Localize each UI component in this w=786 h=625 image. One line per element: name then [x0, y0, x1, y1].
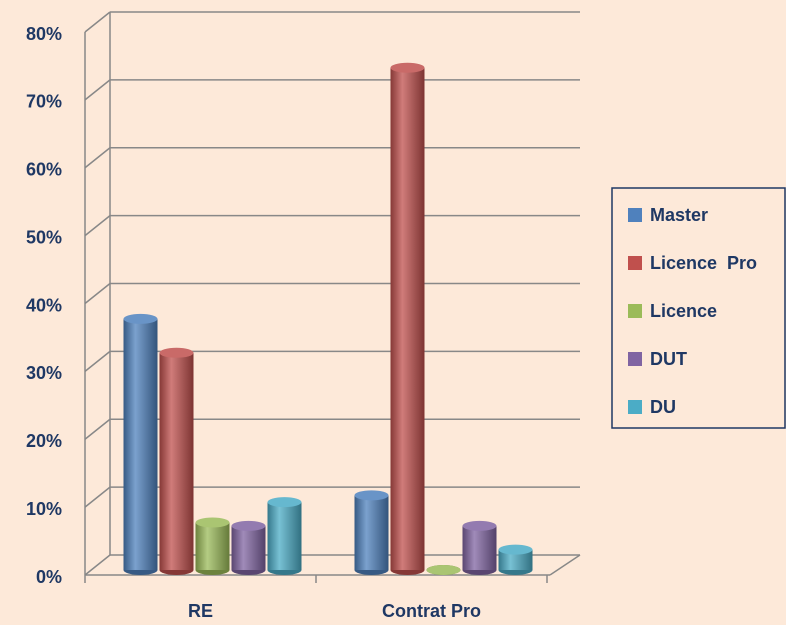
- bar: [354, 495, 389, 570]
- y-tick-label: 70%: [26, 92, 62, 112]
- legend-swatch: [628, 400, 642, 414]
- axis-line: [549, 554, 581, 576]
- legend-label: Licence Pro: [650, 253, 757, 273]
- bar-top: [159, 347, 194, 358]
- bar: [195, 522, 230, 570]
- bar-top: [354, 490, 389, 501]
- grid-line: [84, 215, 111, 237]
- bar: [498, 549, 533, 570]
- legend-label: Master: [650, 205, 708, 225]
- legend-swatch: [628, 352, 642, 366]
- grid-line: [84, 147, 111, 169]
- legend-swatch: [628, 304, 642, 318]
- bar-top: [267, 497, 302, 508]
- bar-top: [123, 313, 158, 324]
- x-tick-label: RE: [188, 601, 213, 621]
- y-tick-label: 60%: [26, 160, 62, 180]
- legend-label: DU: [650, 397, 676, 417]
- bar-top: [231, 520, 266, 531]
- bar-top: [390, 62, 425, 73]
- y-tick-label: 0%: [36, 567, 62, 587]
- y-tick-label: 40%: [26, 295, 62, 315]
- grid-line: [84, 486, 111, 508]
- y-tick-label: 10%: [26, 499, 62, 519]
- bar-top: [462, 520, 497, 531]
- legend-label: DUT: [650, 349, 687, 369]
- grid-line: [84, 282, 111, 305]
- legend-label: Licence: [650, 301, 717, 321]
- bar: [159, 352, 194, 570]
- y-tick-label: 20%: [26, 431, 62, 451]
- bar: [267, 502, 302, 570]
- bar: [390, 67, 425, 570]
- bar-top: [426, 565, 461, 575]
- legend-swatch: [628, 256, 642, 270]
- y-tick-label: 50%: [26, 227, 62, 247]
- bar: [123, 318, 158, 570]
- bar-top: [195, 517, 230, 528]
- legend-swatch: [628, 208, 642, 222]
- grid-line: [84, 554, 111, 576]
- grid-line: [84, 79, 111, 101]
- y-tick-label: 80%: [26, 24, 62, 44]
- bar: [462, 525, 497, 570]
- y-tick-label: 30%: [26, 363, 62, 383]
- bar-top: [498, 544, 533, 555]
- grid-line: [84, 11, 111, 33]
- grid-line: [84, 350, 111, 372]
- bar: [231, 525, 266, 570]
- x-tick-label: Contrat Pro: [382, 601, 481, 621]
- grid-line: [84, 418, 111, 440]
